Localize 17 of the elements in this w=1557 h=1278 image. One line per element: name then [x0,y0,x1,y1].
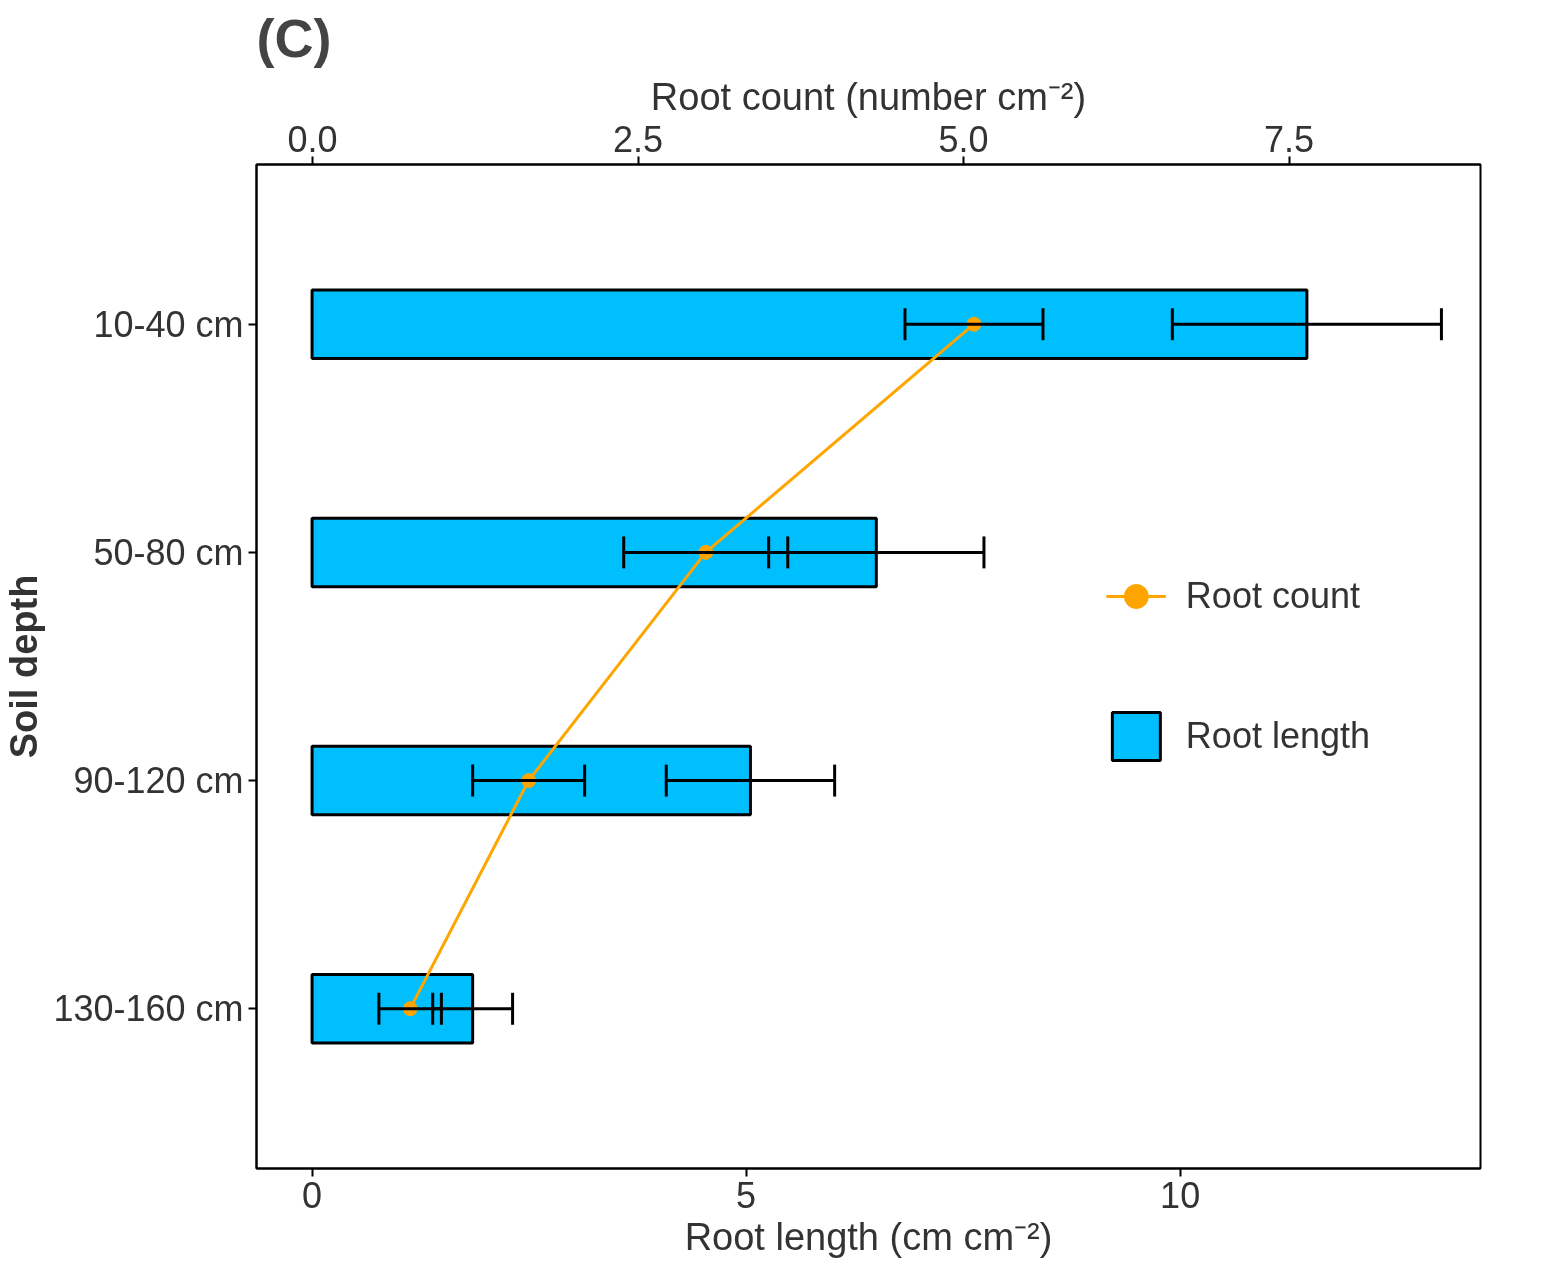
x-axis-title: Root length (cm cm⁻²) [684,1215,1053,1258]
x-tick-label: 10 [1160,1174,1201,1216]
x-tick-label: 5 [736,1174,757,1216]
y-tick-label: 90-120 cm [73,760,244,802]
y-axis-title: Soil depth [3,574,46,759]
x2-tick-label: 2.5 [613,118,664,160]
y-tick-label: 50-80 cm [93,531,244,573]
y-tick-label: 10-40 cm [93,303,244,345]
legend-label: Root count [1185,575,1360,617]
y-tick-label: 130-160 cm [53,988,244,1030]
x2-tick-label: 0.0 [287,118,338,160]
x2-axis-title: Root count (number cm⁻²) [650,75,1087,118]
chart-title: (C) [256,7,332,68]
x2-tick-label: 7.5 [1264,118,1315,160]
legend-label: Root length [1185,715,1370,757]
x2-tick-label: 5.0 [938,118,989,160]
x-tick-label: 0 [302,1174,323,1216]
